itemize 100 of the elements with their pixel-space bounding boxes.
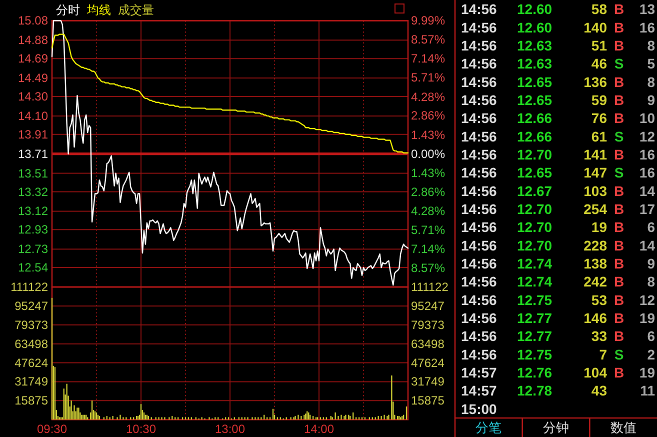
y2-tick-label: 2.86% xyxy=(411,108,446,123)
data-label: 12.76 xyxy=(517,364,552,381)
data-label: 2 xyxy=(647,346,656,362)
data-label: 19 xyxy=(639,364,656,381)
y-tick-label: 13.91 xyxy=(18,127,48,142)
category-label: 14:56 xyxy=(461,92,498,108)
data-label: 16 xyxy=(639,19,656,36)
data-label: 19 xyxy=(591,219,608,236)
y-tick-label: 13.12 xyxy=(18,204,48,218)
data-label: 12 xyxy=(639,128,656,144)
text: 均线 xyxy=(86,3,111,17)
data-label: 140 xyxy=(584,19,608,36)
category-label: 14:56 xyxy=(461,146,498,162)
category-label: 14:56 xyxy=(461,328,498,344)
data-label: B xyxy=(614,37,624,54)
data-label: 12.63 xyxy=(517,56,552,72)
category-label: 14:56 xyxy=(461,219,498,236)
data-label: B xyxy=(614,219,624,236)
data-label: 16 xyxy=(639,146,656,162)
data-label: 147 xyxy=(584,164,608,181)
data-label: 43 xyxy=(591,382,608,399)
data-label: 8 xyxy=(647,74,656,90)
y-tick-label: 15.08 xyxy=(18,14,48,28)
y-tick-label: 13.32 xyxy=(18,184,48,199)
y-tick-label: 14.30 xyxy=(18,90,48,104)
data-label: 7 xyxy=(599,346,608,362)
data-label: 8 xyxy=(647,274,656,290)
text: 分笔 xyxy=(476,420,502,435)
y2-tick-label: 111122 xyxy=(411,280,449,294)
data-label: 12.75 xyxy=(517,292,552,308)
y2-tick-label: 8.57% xyxy=(411,261,446,276)
data-label: 6 xyxy=(647,219,656,236)
data-label: 12.78 xyxy=(517,382,552,399)
category-label: 14:57 xyxy=(461,382,498,399)
y2-tick-label: 1.43% xyxy=(411,166,446,180)
category-label: 14:56 xyxy=(461,310,498,326)
data-label: 12.66 xyxy=(517,128,552,144)
data-label: 16 xyxy=(639,164,656,181)
data-label: 12.70 xyxy=(517,146,552,162)
category-label: 14:57 xyxy=(461,364,498,381)
data-label: 141 xyxy=(584,146,608,162)
data-label: 12.65 xyxy=(517,164,552,181)
data-label: 46 xyxy=(591,56,608,72)
y2-tick-label: 5.71% xyxy=(411,222,446,237)
data-label: 53 xyxy=(591,292,608,308)
y-tick-label: 12.93 xyxy=(18,222,48,237)
y2-tick-label: 2.86% xyxy=(411,184,446,199)
data-label: 14 xyxy=(639,237,656,254)
y-tick-label: 14.49 xyxy=(18,71,48,86)
y-tick-label: 14.10 xyxy=(18,108,48,123)
y-tick-label: 14.88 xyxy=(18,33,48,48)
data-label: 12.77 xyxy=(517,328,552,344)
data-label: B xyxy=(614,310,624,326)
data-label: B xyxy=(614,237,624,254)
y-tick-label: 31749 xyxy=(14,374,48,389)
data-label: 12.70 xyxy=(517,237,552,254)
data-label: 12.63 xyxy=(517,37,552,54)
y2-tick-label: 7.14% xyxy=(411,52,446,66)
text: 数值 xyxy=(610,420,636,435)
category-label: 14:56 xyxy=(461,110,498,126)
data-label: 13 xyxy=(639,1,656,18)
data-label: 12.60 xyxy=(517,1,552,18)
data-label: 12.65 xyxy=(517,74,552,90)
y2-tick-label: 4.28% xyxy=(411,90,446,104)
data-label: 6 xyxy=(647,328,656,344)
data-label: 76 xyxy=(591,110,608,126)
data-label: B xyxy=(614,201,624,217)
y-tick-label: 79373 xyxy=(14,318,48,332)
y2-tick-label: 1.43% xyxy=(411,128,446,142)
x-tick-label: 09:30 xyxy=(36,422,68,436)
data-label: 8 xyxy=(647,37,656,54)
data-label: B xyxy=(614,256,624,272)
data-label: 12 xyxy=(639,292,656,308)
data-label: 12.70 xyxy=(517,201,552,217)
category-label: 14:56 xyxy=(461,256,498,272)
text: 成交量 xyxy=(118,3,154,17)
y-tick-label: 12.73 xyxy=(18,242,48,256)
category-label: 14:56 xyxy=(461,237,498,254)
x-tick-label: 10:30 xyxy=(126,422,156,436)
data-label: 58 xyxy=(591,1,608,18)
data-label: 12.77 xyxy=(517,310,552,326)
data-label: 228 xyxy=(584,237,608,254)
data-label: B xyxy=(614,74,624,90)
category-label: 15:00 xyxy=(461,400,498,417)
series-label: 分时 xyxy=(56,3,80,17)
y2-tick-label: 63498 xyxy=(411,336,445,351)
data-label: 33 xyxy=(591,328,608,344)
y-tick-label: 14.69 xyxy=(18,52,48,66)
data-label: 12.75 xyxy=(517,346,552,362)
y-tick-label: 13.71 xyxy=(18,146,48,161)
data-label: B xyxy=(614,328,624,344)
y-tick-label: 95247 xyxy=(14,298,48,313)
data-label: 138 xyxy=(584,256,608,272)
data-label: B xyxy=(614,146,624,162)
data-label: 104 xyxy=(584,364,608,381)
data-label: 12.66 xyxy=(517,110,552,126)
category-label: 14:56 xyxy=(461,1,498,18)
category-label: 14:56 xyxy=(461,128,498,144)
data-label: B xyxy=(614,182,624,199)
y-tick-label: 111122 xyxy=(10,280,48,294)
